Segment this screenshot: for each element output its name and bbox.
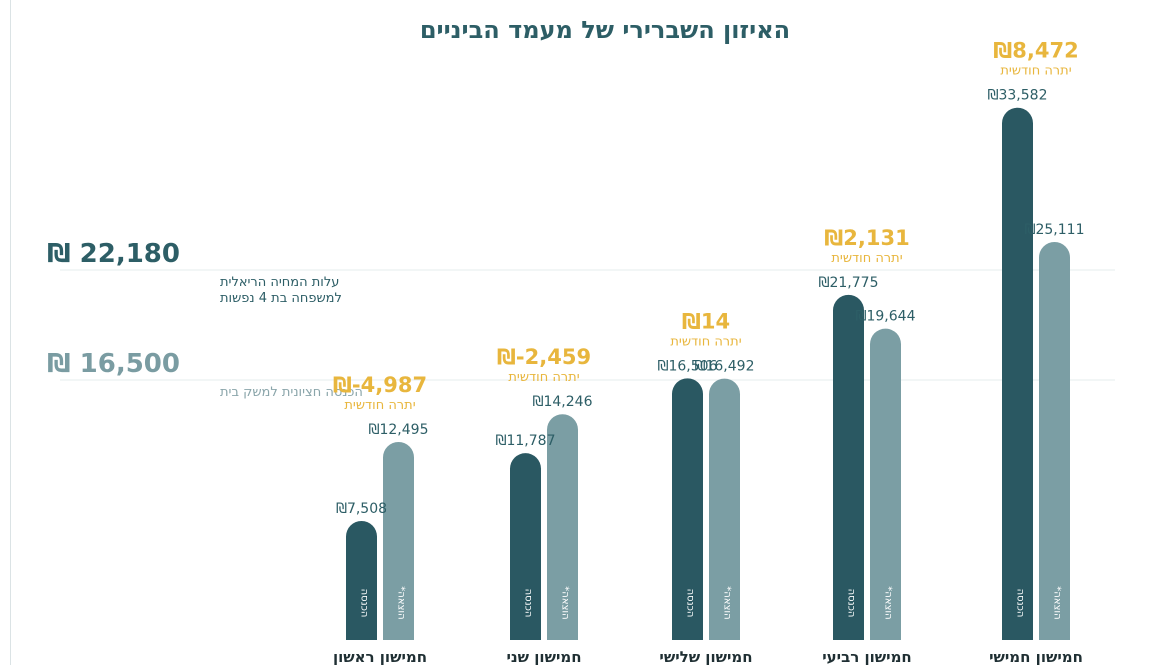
income-bar-caption-1: הכנסה: [359, 589, 370, 618]
expense-bar-3: [709, 378, 740, 640]
surplus-value-1: ₪-4,987: [333, 373, 427, 397]
reference-16500: ₪ 16,500 הכנסה חציונית למשק בית: [47, 349, 1115, 400]
income-value-label-4: ₪21,775: [819, 275, 879, 291]
expense-bar-2: [547, 414, 578, 640]
expense-bar-1: [383, 441, 414, 640]
income-value-label-1: ₪7,508: [336, 501, 387, 517]
reference-value-22180: ₪ 22,180: [47, 239, 180, 269]
income-bar-caption-5: הכנסה: [1015, 589, 1026, 618]
income-bar-caption-2: הכנסה: [523, 589, 534, 618]
surplus-value-2: ₪-2,459: [497, 345, 591, 369]
expense-value-label-3: ₪16,492: [695, 359, 755, 375]
expense-bar-4: [870, 328, 901, 640]
reference-value-16500: ₪ 16,500: [47, 349, 180, 379]
income-value-label-3: ₪16,506: [658, 358, 718, 374]
category-label-4: חמישון רביעי: [822, 648, 911, 665]
surplus-caption-5: יתרה חודשית: [1000, 64, 1071, 79]
left-frame-line: [10, 0, 11, 665]
surplus-caption-1: יתרה חודשית: [344, 398, 415, 413]
category-label-2: חמישון שני: [506, 648, 581, 665]
expense-value-label-2: ₪14,246: [533, 394, 593, 410]
income-bar-2: [510, 453, 541, 640]
income-value-label-2: ₪11,787: [496, 433, 556, 449]
surplus-caption-3: יתרה חודשית: [670, 334, 741, 349]
expense-bar-caption-4: הוצאה*: [883, 586, 894, 619]
reference-desc-22180-line1: עלות המחיה הריאלית: [220, 275, 339, 290]
category-label-3: חמישון שלישי: [659, 648, 752, 665]
income-value-label-5: ₪33,582: [988, 88, 1048, 104]
expense-bar-caption-3: הוצאה*: [722, 586, 733, 619]
income-bar-caption-3: הכנסה: [685, 589, 696, 618]
surplus-caption-2: יתרה חודשית: [508, 370, 579, 385]
income-bar-3: [672, 378, 703, 640]
expense-value-label-4: ₪19,644: [856, 309, 916, 325]
income-bar-caption-4: הכנסה: [846, 589, 857, 618]
reference-desc-22180-line2: למשפחה בת 4 נפשות: [220, 291, 342, 306]
surplus-value-3: ₪14: [682, 309, 730, 333]
surplus-caption-4: יתרה חודשית: [831, 251, 902, 266]
surplus-value-4: ₪2,131: [824, 226, 909, 250]
income-bar-5: [1001, 107, 1033, 641]
reference-22180: ₪ 22,180 עלות המחיה הריאלית למשפחה בת 4 …: [47, 239, 1115, 306]
surplus-value-5: ₪8,472: [993, 39, 1078, 63]
category-label-1: חמישון ראשון: [333, 648, 427, 665]
income-bar-4: [833, 294, 864, 640]
category-label-5: חמישון חמישי: [989, 648, 1083, 665]
income-bar-1: [346, 520, 377, 640]
reference-desc-16500: הכנסה חציונית למשק בית: [220, 385, 363, 400]
expense-value-label-1: ₪12,495: [369, 422, 429, 438]
expense-value-label-5: ₪25,111: [1025, 222, 1085, 238]
expense-bar-5: [1039, 241, 1070, 640]
chart-title: האיזון השברירי של מעמד הביניים: [420, 16, 790, 44]
expense-bar-caption-1: הוצאה*: [396, 586, 407, 619]
expense-bar-caption-5: הוצאה*: [1052, 586, 1063, 619]
expense-bar-caption-2: הוצאה*: [560, 586, 571, 619]
